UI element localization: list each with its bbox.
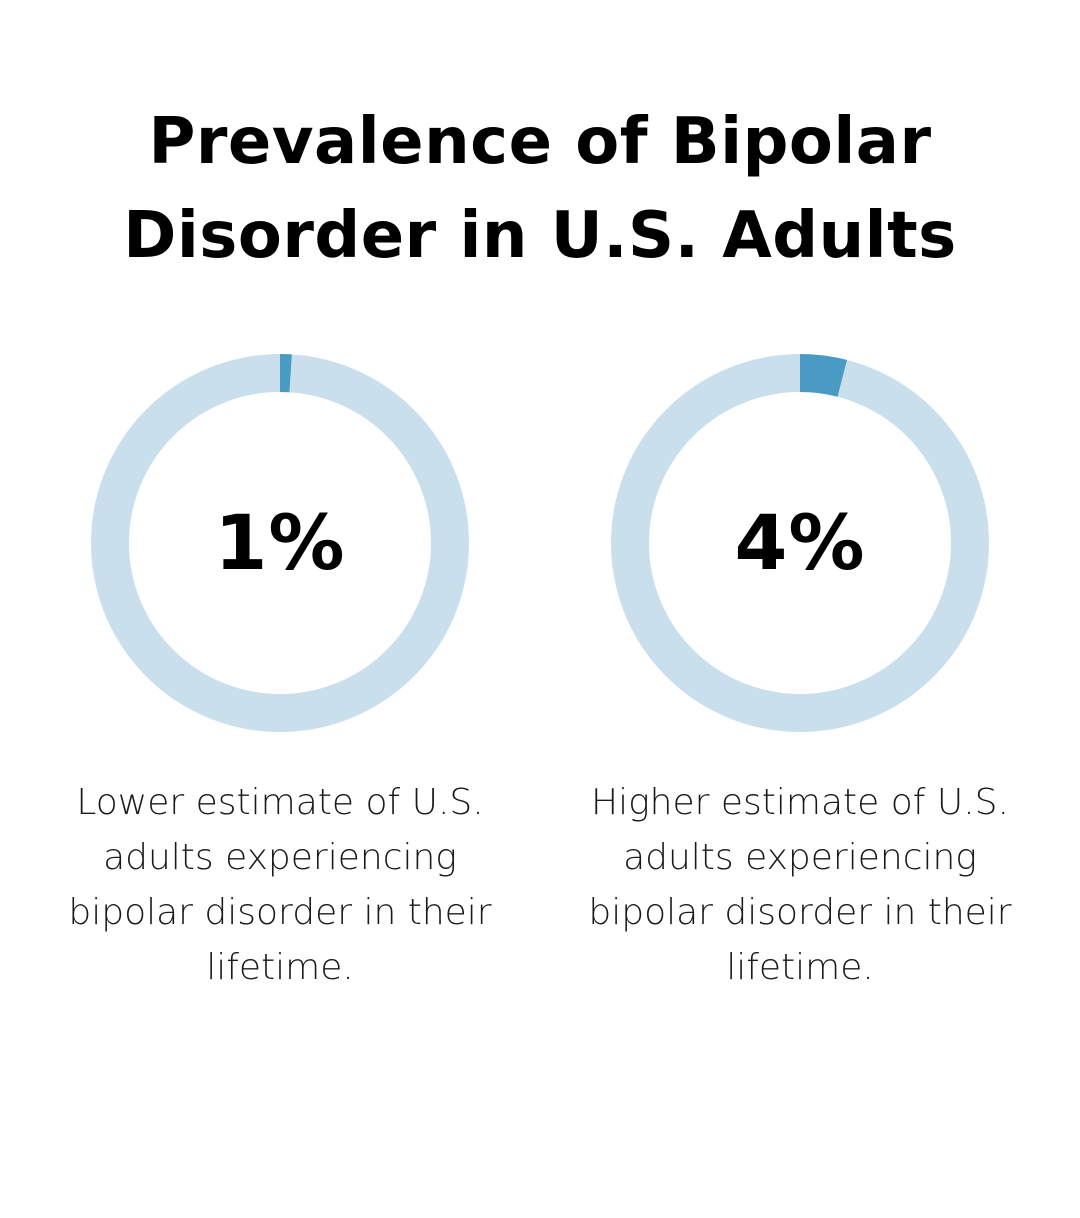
title-line-1: Prevalence of Bipolar	[148, 105, 932, 179]
donut-chart-higher: 4%	[610, 353, 990, 733]
stat-value-lower: 1%	[214, 498, 346, 587]
donut-fill-lower	[91, 354, 469, 732]
stat-caption-higher: Higher estimate of U.S. adults experienc…	[588, 782, 1012, 988]
stat-card-lower: 1% Lower estimate of U.S. adults experie…	[20, 353, 540, 995]
donut-svg-higher	[611, 354, 989, 732]
stat-card-higher: 4% Higher estimate of U.S. adults experi…	[540, 353, 1060, 995]
donut-chart-lower: 1%	[90, 353, 470, 733]
stat-value-higher: 4%	[734, 498, 866, 587]
title-line-2: Disorder in U.S. Adults	[123, 199, 957, 273]
stat-caption-lower: Lower estimate of U.S. adults experienci…	[68, 782, 492, 988]
donut-fill-higher	[611, 354, 989, 732]
donut-svg-lower	[91, 354, 469, 732]
chart-title: Prevalence of Bipolar Disorder in U.S. A…	[0, 95, 1080, 283]
